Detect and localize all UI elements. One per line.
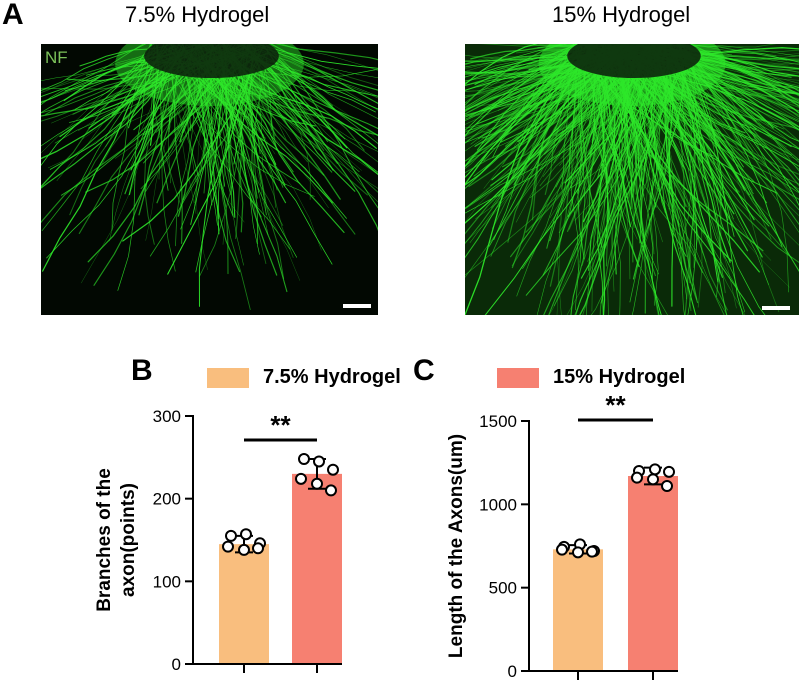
legend-c: 15% Hydrogel <box>497 366 685 389</box>
left-image-title: 7.5% Hydrogel <box>125 2 270 27</box>
micrograph-right-canvas <box>465 44 799 315</box>
data-point <box>586 545 598 558</box>
y-tick-label: 1000 <box>479 495 517 514</box>
chart-c: 0 500 1000 1500 Length of the Axons(um) ** <box>446 390 678 681</box>
legend-swatch-15 <box>497 367 539 388</box>
data-point <box>298 452 310 465</box>
data-point <box>633 465 645 477</box>
data-point <box>252 542 264 555</box>
explant-dark-center <box>567 44 701 78</box>
bar-c-1 <box>628 476 678 671</box>
y-tick-label: 1500 <box>479 412 517 431</box>
data-point <box>649 463 661 476</box>
data-point <box>327 463 339 476</box>
bar-b-1 <box>292 473 342 664</box>
data-point <box>254 537 266 550</box>
explant-dark-center <box>144 44 279 78</box>
data-point <box>295 472 307 485</box>
panel-a-letter: A <box>2 0 24 31</box>
data-point <box>325 484 337 497</box>
chart-b: 0 100 200 300 Branches of the axon(points) ** <box>94 407 342 674</box>
data-point <box>558 540 570 553</box>
data-point <box>631 471 643 484</box>
y-axis-label: Branches of the <box>94 468 115 612</box>
data-point <box>574 538 586 551</box>
data-point <box>647 473 659 486</box>
data-point <box>556 543 568 556</box>
panel-c-letter: C <box>413 354 435 387</box>
bar-b-0 <box>219 544 269 664</box>
legend-swatch-7-5 <box>207 367 249 388</box>
data-point <box>222 540 234 553</box>
legend-b: 7.5% Hydrogel <box>207 366 401 389</box>
y-tick-label: 100 <box>153 572 181 591</box>
legend-c-label: 15% Hydrogel <box>553 366 686 388</box>
right-image-title: 15% Hydrogel <box>552 2 691 27</box>
significance-stars: ** <box>605 390 626 420</box>
bar-c-0 <box>553 549 603 671</box>
data-point <box>238 543 250 556</box>
data-point <box>240 528 252 541</box>
scale-bar-left <box>343 304 371 308</box>
micrograph-15-hydrogel <box>465 44 799 315</box>
legend-b-label: 7.5% Hydrogel <box>263 366 401 388</box>
data-point <box>225 529 237 542</box>
data-point <box>311 477 323 490</box>
y-axis-label: Length of the Axons(um) <box>446 434 467 658</box>
nf-stain-label: NF <box>45 48 68 67</box>
y-tick-label: 200 <box>153 490 181 509</box>
significance-stars: ** <box>270 410 291 440</box>
y-tick-label: 500 <box>489 579 517 598</box>
y-tick-label: 0 <box>508 662 517 681</box>
data-point <box>572 546 584 559</box>
micrograph-left-canvas <box>41 44 378 315</box>
micrograph-7-5-hydrogel: NF <box>41 44 378 315</box>
data-point <box>661 480 673 492</box>
y-tick-label: 300 <box>153 407 181 426</box>
y-tick-label: 0 <box>172 655 181 674</box>
data-point <box>663 465 675 478</box>
y-axis-label: axon(points) <box>118 483 139 597</box>
panel-b-letter: B <box>131 354 153 387</box>
scale-bar-right <box>762 306 790 310</box>
data-point <box>588 545 600 557</box>
data-point <box>313 455 325 468</box>
